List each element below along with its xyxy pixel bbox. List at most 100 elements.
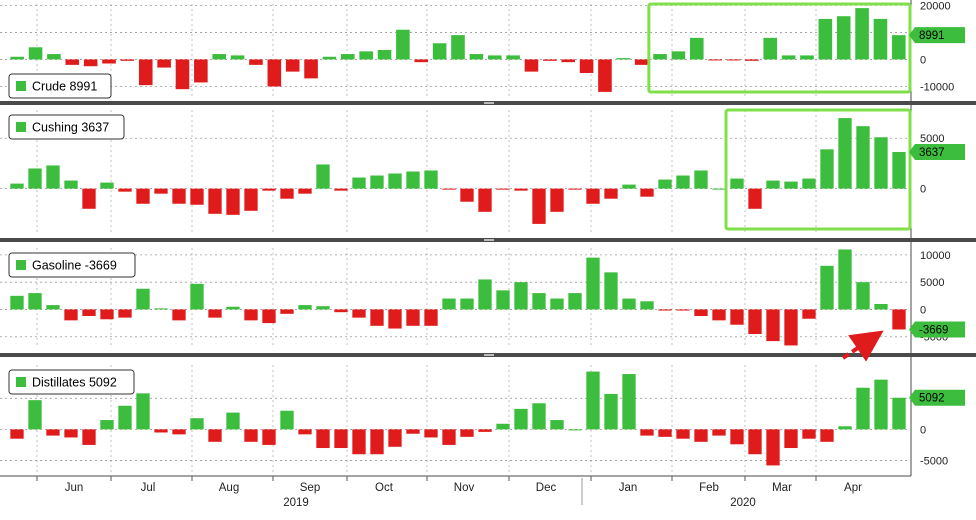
bar-crude-panel-31 [579,59,594,73]
latest-value-text-cushing-panel: 3637 [919,147,945,159]
bar-cushing-panel-37 [676,175,690,189]
bar-gasoline-panel-3 [64,309,78,321]
bar-distillates-panel-4 [82,429,96,445]
bar-distillates-panel-32 [586,371,600,430]
bar-distillates-panel-28 [514,408,528,430]
bar-gasoline-panel-44 [802,309,816,319]
bar-crude-panel-9 [175,59,190,90]
bar-crude-panel-43 [800,55,814,60]
bar-distillates-panel-16 [298,429,312,435]
legend-swatch-crude-panel [16,81,26,91]
legend-label-cushing-panel: Cushing 3637 [32,121,109,135]
month-label-apr: Apr [844,482,862,494]
bar-crude-panel-12 [230,55,245,60]
bar-crude-panel-4 [83,59,98,67]
bar-crude-panel-3 [65,59,80,65]
latest-value-text-gasoline-panel: -3669 [919,324,948,336]
bar-cushing-panel-5 [100,182,114,189]
bar-cushing-panel-30 [550,188,564,212]
bar-distillates-panel-37 [676,429,690,439]
bar-cushing-panel-6 [118,188,132,192]
bar-gasoline-panel-38 [694,309,708,316]
bar-crude-panel-24 [451,35,465,60]
separator-handle-1 [484,239,494,241]
bar-distillates-panel-7 [136,393,150,430]
bar-cushing-panel-46 [838,118,852,189]
legend-box-cushing-panel [8,114,125,140]
bar-crude-panel-0 [10,56,24,60]
legend-swatch-gasoline-panel [16,260,26,270]
bar-cushing-panel-8 [154,188,168,194]
bar-cushing-panel-38 [694,170,708,189]
bar-cushing-panel-28 [514,188,528,191]
bar-gasoline-panel-6 [118,309,132,318]
ytick-gasoline-panel-2: 0 [920,304,926,316]
bar-gasoline-panel-47 [856,282,870,310]
bar-distillates-panel-38 [694,429,708,442]
bar-cushing-panel-22 [406,171,420,189]
bar-cushing-panel-45 [820,149,834,189]
month-label-jun: Jun [65,482,84,494]
month-label-jan: Jan [619,482,638,494]
bar-crude-panel-26 [487,55,502,60]
bar-gasoline-panel-29 [532,293,546,310]
bar-cushing-panel-20 [370,175,384,189]
month-label-jul: Jul [141,482,156,494]
bar-crude-panel-28 [524,59,539,72]
bar-cushing-panel-39 [712,188,726,190]
bar-cushing-panel-12 [226,188,240,215]
month-label-nov: Nov [454,482,475,494]
bar-gasoline-panel-36 [658,309,672,311]
month-label-oct: Oct [375,482,394,494]
bar-distillates-panel-9 [172,429,186,435]
bar-crude-panel-42 [781,55,796,60]
bar-crude-panel-34 [634,59,649,65]
legend-label-distillates-panel: Distillates 5092 [32,376,117,390]
bar-crude-panel-10 [194,59,208,83]
bar-distillates-panel-23 [424,429,438,438]
bar-crude-panel-35 [653,54,667,60]
bar-gasoline-panel-34 [622,298,636,310]
bar-gasoline-panel-7 [136,288,150,310]
bar-distillates-panel-21 [388,429,402,447]
bar-cushing-panel-31 [568,188,582,190]
bar-cushing-panel-32 [586,188,600,204]
bar-distillates-panel-26 [478,429,492,432]
bar-cushing-panel-15 [280,188,294,199]
bar-gasoline-panel-42 [766,309,780,342]
bar-gasoline-panel-9 [172,309,186,321]
bar-distillates-panel-2 [46,429,60,436]
ytick-gasoline-panel-1: 5000 [920,277,944,289]
bar-gasoline-panel-14 [262,309,276,324]
month-label-dec: Dec [536,482,557,494]
bar-gasoline-panel-18 [334,309,348,313]
bar-crude-panel-15 [285,59,300,72]
bar-crude-panel-8 [157,59,171,68]
bar-distillates-panel-17 [316,429,330,449]
bar-distillates-panel-1 [28,400,42,430]
bar-distillates-panel-40 [730,429,744,445]
bar-cushing-panel-49 [892,151,906,189]
legend-label-crude-panel: Crude 8991 [32,80,97,94]
bar-distillates-panel-0 [10,429,24,439]
bar-cushing-panel-27 [496,188,510,190]
bar-distillates-panel-19 [352,429,366,455]
legend-box-distillates-panel [8,369,135,395]
legend-box-crude-panel [8,73,112,99]
bar-gasoline-panel-15 [280,309,294,314]
bar-cushing-panel-16 [298,188,312,194]
bar-distillates-panel-22 [406,429,420,434]
bar-crude-panel-32 [598,59,612,92]
ytick-crude-panel-3: -10000 [920,81,954,93]
legend-label-gasoline-panel: Gasoline -3669 [32,259,117,273]
bar-cushing-panel-10 [190,188,204,205]
bar-crude-panel-33 [616,58,631,60]
bar-crude-panel-47 [873,18,888,60]
ytick-distillates-panel-1: 0 [920,424,926,436]
month-label-sep: Sep [300,482,320,494]
year-label-2019: 2019 [283,497,309,509]
bar-distillates-panel-24 [442,429,456,445]
bar-crude-panel-5 [102,59,116,64]
bar-distillates-panel-46 [838,426,852,430]
